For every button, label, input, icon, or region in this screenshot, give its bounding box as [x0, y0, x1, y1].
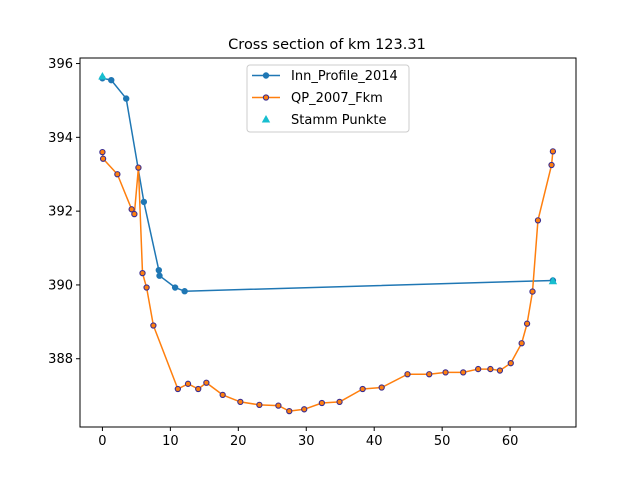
data-point — [99, 155, 107, 162]
x-tick-label: 30 — [298, 434, 315, 449]
y-tick-label: 394 — [48, 131, 73, 146]
y-tick-label: 388 — [48, 352, 73, 367]
plot-layer — [98, 71, 558, 415]
data-point — [496, 367, 504, 374]
data-point — [534, 217, 542, 224]
data-point — [523, 320, 531, 327]
data-point — [143, 284, 150, 291]
data-point — [460, 369, 467, 376]
data-point — [135, 164, 142, 171]
data-point — [184, 380, 192, 387]
legend-entry-0: Inn_Profile_2014 — [252, 69, 398, 84]
data-point — [548, 161, 555, 169]
data-point — [150, 322, 157, 329]
legend: Inn_Profile_2014 QP_2007_Fkm Stamm Punkte — [246, 64, 410, 133]
legend-label: Inn_Profile_2014 — [291, 69, 398, 84]
data-point — [123, 95, 130, 102]
data-point — [518, 340, 525, 347]
legend-entry-1: QP_2007_Fkm — [252, 91, 383, 106]
legend-marker — [262, 94, 270, 101]
y-tick-label: 390 — [48, 278, 73, 293]
data-point — [203, 379, 210, 386]
axes-layer: 0 10 20 30 40 50 60 388 390 392 394 396 — [48, 57, 518, 449]
data-point — [139, 269, 146, 277]
data-point — [140, 198, 148, 206]
x-tick-label: 40 — [366, 434, 383, 449]
x-tick-label: 20 — [230, 434, 247, 449]
data-point — [174, 385, 181, 393]
data-point — [378, 384, 385, 391]
data-point — [359, 385, 366, 393]
y-tick-label: 392 — [48, 205, 73, 220]
data-point — [131, 210, 138, 218]
series-line — [101, 151, 554, 412]
data-point — [286, 407, 293, 415]
data-point — [155, 266, 163, 274]
data-point — [487, 365, 494, 373]
data-point — [108, 76, 115, 84]
legend-marker — [261, 115, 271, 123]
data-point — [181, 288, 188, 295]
x-tick-label: 10 — [162, 434, 179, 449]
data-point — [114, 171, 121, 178]
legend-label: Stamm Punkte — [291, 113, 387, 128]
chart-title: Cross section of km 123.31 — [228, 37, 426, 53]
series-1 — [99, 148, 557, 415]
plot-frame — [79, 57, 577, 428]
data-point — [426, 371, 433, 378]
series-2 — [98, 71, 558, 285]
data-point — [128, 206, 135, 213]
data-point — [256, 401, 263, 409]
data-point — [171, 284, 179, 291]
data-point — [156, 272, 163, 279]
data-point — [404, 371, 411, 378]
data-point — [275, 402, 282, 409]
series-0 — [99, 75, 557, 295]
legend-box — [246, 64, 410, 133]
data-point — [301, 406, 308, 413]
data-point — [475, 365, 482, 373]
data-point — [336, 398, 343, 406]
legend-marker — [262, 72, 270, 79]
data-point — [507, 360, 514, 367]
data-point — [529, 288, 536, 295]
data-point — [548, 276, 558, 285]
x-tick-label: 0 — [98, 434, 106, 449]
data-point — [318, 399, 326, 407]
data-point — [98, 71, 107, 80]
data-point — [99, 148, 106, 156]
data-point — [219, 391, 226, 399]
data-point — [549, 148, 557, 155]
x-tick-label: 50 — [434, 434, 451, 449]
legend-entry-2: Stamm Punkte — [261, 113, 387, 128]
y-tick-label: 396 — [48, 57, 73, 72]
data-point — [195, 385, 202, 393]
data-point — [237, 398, 244, 406]
x-tick-label: 60 — [502, 434, 519, 449]
data-point — [442, 369, 449, 376]
legend-label: QP_2007_Fkm — [291, 91, 383, 106]
